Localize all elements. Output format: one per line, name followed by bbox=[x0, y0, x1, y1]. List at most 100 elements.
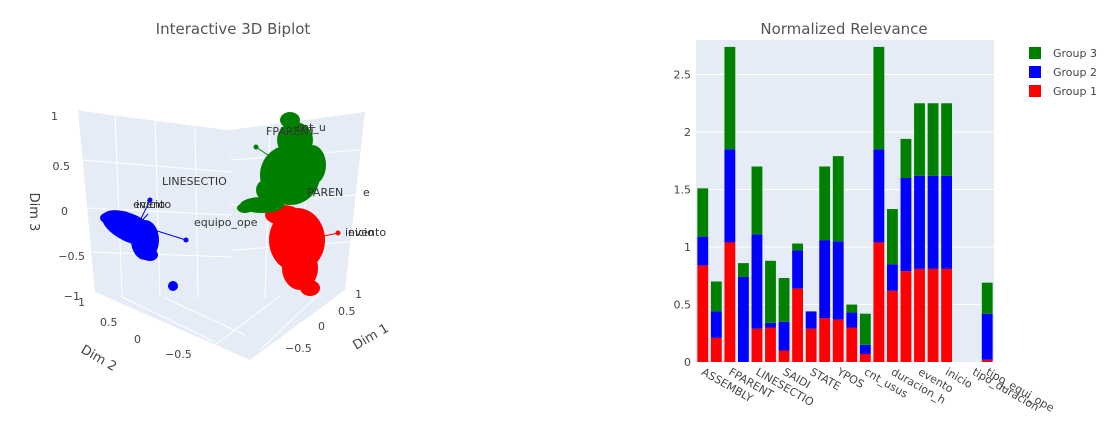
y-tick-label: 0 bbox=[684, 356, 691, 369]
annotation-evento-2: evento bbox=[348, 226, 386, 239]
bar-segment-group-1[interactable] bbox=[751, 328, 763, 362]
biplot-3d[interactable]: Interactive 3D Biplot bbox=[26, 20, 392, 375]
bar-segment-group-2[interactable] bbox=[886, 264, 898, 291]
bar-segment-group-1[interactable] bbox=[710, 337, 722, 362]
bar-segment-group-2[interactable] bbox=[859, 344, 871, 354]
bar-segment-group-1[interactable] bbox=[914, 268, 925, 362]
annotation-inicio: inicio bbox=[136, 198, 165, 211]
bar-segment-group-1[interactable] bbox=[900, 271, 912, 362]
x-tick: 1 bbox=[355, 288, 362, 301]
z-tick: 0.5 bbox=[53, 160, 71, 173]
bar-segment-group-3[interactable] bbox=[819, 166, 831, 241]
bar-segment-group-2[interactable] bbox=[737, 276, 749, 362]
bar-segment-group-1[interactable] bbox=[778, 350, 790, 363]
bar-segment-group-3[interactable] bbox=[737, 263, 749, 277]
annotation-paren: PAREN bbox=[307, 186, 343, 199]
legend-label-group-1[interactable]: Group 1 bbox=[1053, 85, 1097, 98]
bar-segment-group-2[interactable] bbox=[819, 240, 831, 319]
legend-swatch-group-3[interactable] bbox=[1029, 47, 1041, 59]
bar-chart-title: Normalized Relevance bbox=[760, 20, 927, 38]
cluster-group-2 bbox=[100, 197, 189, 291]
bar-segment-group-3[interactable] bbox=[900, 138, 912, 178]
bar-segment-group-1[interactable] bbox=[765, 327, 776, 363]
bar-segment-group-2[interactable] bbox=[873, 149, 885, 243]
x-axis-title: Dim 1 bbox=[351, 321, 392, 353]
x-tick: −0.5 bbox=[285, 342, 312, 355]
y-tick: −0.5 bbox=[165, 348, 192, 361]
y-tick-label: 0.5 bbox=[674, 299, 692, 312]
bar-segment-group-1[interactable] bbox=[886, 290, 898, 362]
cluster-group-3 bbox=[237, 112, 326, 213]
bar-segment-group-2[interactable] bbox=[941, 175, 953, 269]
bar-segment-group-1[interactable] bbox=[724, 242, 736, 362]
bar-segment-group-1[interactable] bbox=[805, 328, 817, 362]
bar-segment-group-3[interactable] bbox=[724, 46, 736, 150]
bar-segment-group-3[interactable] bbox=[697, 188, 709, 237]
y-tick-labels: 0 0.5 1 1.5 2 2.5 bbox=[674, 69, 692, 370]
bar-segment-group-2[interactable] bbox=[832, 241, 844, 320]
legend-label-group-2[interactable]: Group 2 bbox=[1053, 66, 1097, 79]
bar-segment-group-3[interactable] bbox=[751, 166, 763, 235]
annotation-linesectio: LINESECTIO bbox=[162, 175, 227, 188]
bar-segment-group-3[interactable] bbox=[927, 103, 939, 176]
bar-segment-group-2[interactable] bbox=[792, 250, 804, 289]
bar-segment-group-1[interactable] bbox=[819, 318, 831, 362]
bar-segment-group-3[interactable] bbox=[765, 260, 776, 323]
bar-segment-group-2[interactable] bbox=[724, 149, 736, 243]
legend-swatch-group-2[interactable] bbox=[1029, 66, 1041, 78]
bar-segment-group-1[interactable] bbox=[846, 327, 858, 363]
bar-segment-group-1[interactable] bbox=[697, 265, 709, 362]
x-tick-label: STATE bbox=[808, 365, 843, 393]
bar-segment-group-2[interactable] bbox=[981, 313, 993, 360]
bar-segment-group-3[interactable] bbox=[710, 281, 722, 312]
bar-segment-group-2[interactable] bbox=[900, 178, 912, 272]
bar-segment-group-1[interactable] bbox=[981, 359, 993, 362]
bar-segment-group-3[interactable] bbox=[886, 209, 898, 265]
bar-segment-group-2[interactable] bbox=[927, 175, 939, 269]
bar-segment-group-1[interactable] bbox=[941, 268, 953, 362]
x-tick: 0.5 bbox=[338, 305, 356, 318]
bar-segment-group-1[interactable] bbox=[832, 319, 844, 362]
bar-segment-group-2[interactable] bbox=[805, 311, 817, 329]
y-axis-title: Dim 2 bbox=[78, 342, 119, 374]
back-wall-right bbox=[230, 112, 365, 300]
bar-segment-group-1[interactable] bbox=[792, 288, 804, 362]
bar-segment-group-3[interactable] bbox=[792, 243, 804, 251]
legend-swatch-group-1[interactable] bbox=[1029, 85, 1041, 97]
bar-segment-group-2[interactable] bbox=[765, 322, 776, 328]
bar-segment-group-1[interactable] bbox=[927, 268, 939, 362]
z-tick: 1 bbox=[51, 110, 58, 123]
legend[interactable]: Group 3 Group 2 Group 1 bbox=[1029, 47, 1097, 98]
bar-segment-group-1[interactable] bbox=[859, 353, 871, 362]
cluster-group-1 bbox=[265, 205, 341, 296]
bar-segment-group-2[interactable] bbox=[914, 175, 925, 269]
bar-segment-group-2[interactable] bbox=[778, 321, 790, 351]
bar-segment-group-3[interactable] bbox=[778, 278, 790, 322]
bar-segment-group-3[interactable] bbox=[832, 156, 844, 242]
bars bbox=[697, 46, 993, 363]
bar-segment-group-3[interactable] bbox=[846, 304, 858, 313]
z-axis-title: Dim 3 bbox=[26, 193, 41, 232]
y-tick: 0 bbox=[134, 333, 141, 346]
relevance-bar-chart: Normalized Relevance 0 0.5 1 1.5 2 2.5 ASSEMB… bbox=[674, 20, 1097, 415]
bar-segment-group-2[interactable] bbox=[751, 234, 763, 329]
y-tick-label: 2 bbox=[684, 126, 691, 139]
bar-segment-group-2[interactable] bbox=[710, 311, 722, 338]
bar-segment-group-1[interactable] bbox=[873, 242, 885, 362]
y-tick-label: 2.5 bbox=[674, 69, 692, 82]
legend-label-group-3[interactable]: Group 3 bbox=[1053, 47, 1097, 60]
y-tick-label: 1.5 bbox=[674, 184, 692, 197]
bar-segment-group-3[interactable] bbox=[914, 103, 925, 176]
bar-segment-group-2[interactable] bbox=[846, 312, 858, 328]
bar-segment-group-3[interactable] bbox=[941, 103, 953, 176]
bar-segment-group-3[interactable] bbox=[873, 46, 885, 150]
biplot-title: Interactive 3D Biplot bbox=[156, 20, 311, 38]
bar-segment-group-2[interactable] bbox=[697, 236, 709, 266]
y-tick: 0.5 bbox=[100, 316, 118, 329]
annotation-inicio-2: inicio bbox=[345, 226, 374, 239]
bar-segment-group-3[interactable] bbox=[981, 282, 993, 314]
bar-segment-group-3[interactable] bbox=[859, 313, 871, 345]
annotation-e: e bbox=[363, 186, 370, 199]
x-tick-labels: ASSEMBLYFPARENTLINESECTIOSAIDISTATEYPOSc… bbox=[699, 365, 1056, 415]
